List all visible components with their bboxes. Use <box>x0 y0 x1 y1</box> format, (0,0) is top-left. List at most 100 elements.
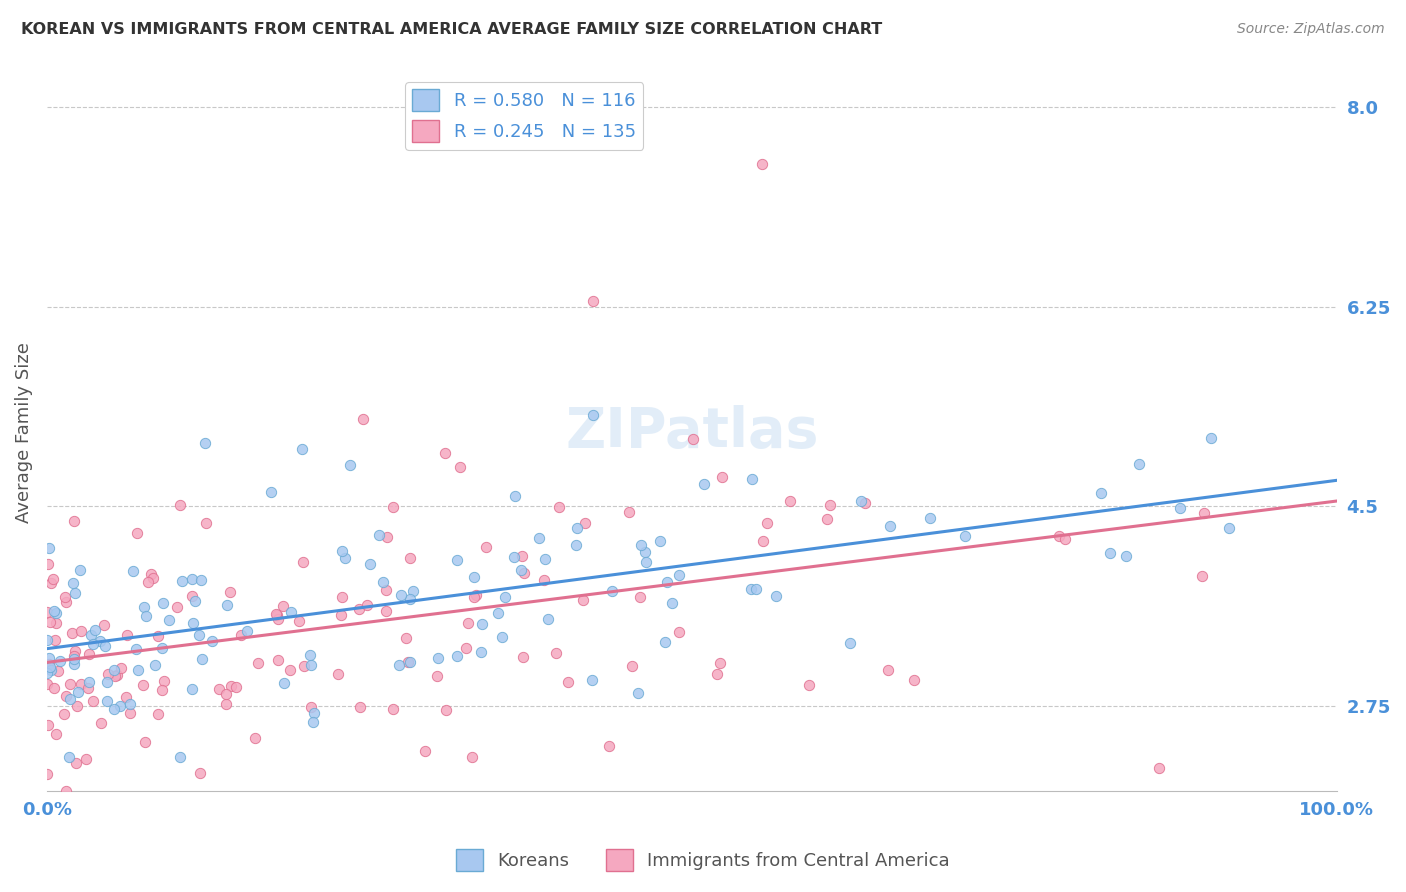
Point <box>146 706 169 721</box>
Point <box>326 667 349 681</box>
Point <box>180 589 202 603</box>
Point <box>245 731 267 746</box>
Point <box>229 628 252 642</box>
Point <box>37 633 59 648</box>
Point <box>290 442 312 457</box>
Point <box>402 584 425 599</box>
Point <box>225 680 247 694</box>
Point <box>94 639 117 653</box>
Point <box>143 657 166 672</box>
Point <box>63 585 86 599</box>
Point <box>367 528 389 542</box>
Text: KOREAN VS IMMIGRANTS FROM CENTRAL AMERICA AVERAGE FAMILY SIZE CORRELATION CHART: KOREAN VS IMMIGRANTS FROM CENTRAL AMERIC… <box>21 22 883 37</box>
Point <box>537 611 560 625</box>
Point <box>139 566 162 581</box>
Point <box>567 521 589 535</box>
Point <box>38 615 60 629</box>
Point <box>45 615 67 630</box>
Point <box>80 628 103 642</box>
Point <box>215 598 238 612</box>
Point <box>471 617 494 632</box>
Point <box>1194 506 1216 520</box>
Point <box>465 588 488 602</box>
Point <box>194 435 217 450</box>
Point <box>1218 521 1240 535</box>
Point <box>180 681 202 696</box>
Point <box>752 533 775 548</box>
Point <box>150 683 173 698</box>
Point <box>395 632 418 646</box>
Point <box>125 526 148 541</box>
Point <box>184 594 207 608</box>
Point <box>1054 532 1077 546</box>
Point <box>533 573 555 587</box>
Point <box>330 591 353 605</box>
Point <box>236 624 259 639</box>
Point <box>349 699 371 714</box>
Point <box>115 690 138 705</box>
Point <box>513 566 536 580</box>
Point <box>302 706 325 721</box>
Point <box>399 655 422 669</box>
Point <box>83 624 105 638</box>
Point <box>75 752 97 766</box>
Point <box>38 657 60 672</box>
Point <box>59 677 82 691</box>
Point <box>375 582 398 597</box>
Point <box>169 750 191 764</box>
Point <box>510 549 533 564</box>
Point <box>581 673 603 687</box>
Point <box>38 541 60 555</box>
Point <box>381 702 404 716</box>
Point <box>682 433 704 447</box>
Point <box>630 538 652 552</box>
Point <box>134 735 156 749</box>
Point <box>39 660 62 674</box>
Point <box>271 599 294 614</box>
Point <box>44 632 66 647</box>
Point <box>352 411 374 425</box>
Point <box>121 564 143 578</box>
Point <box>655 575 678 590</box>
Point <box>426 650 449 665</box>
Point <box>470 645 492 659</box>
Point <box>503 489 526 503</box>
Point <box>190 573 212 587</box>
Point <box>117 628 139 642</box>
Point <box>502 550 524 565</box>
Point <box>62 652 84 666</box>
Point <box>108 699 131 714</box>
Point <box>53 590 76 604</box>
Point <box>582 408 605 422</box>
Point <box>132 600 155 615</box>
Point <box>45 607 67 621</box>
Point <box>187 628 209 642</box>
Point <box>291 555 314 569</box>
Point <box>267 652 290 666</box>
Point <box>288 614 311 628</box>
Point <box>602 584 624 599</box>
Point <box>463 570 485 584</box>
Point <box>849 493 872 508</box>
Point <box>35 767 58 781</box>
Point <box>104 669 127 683</box>
Point <box>527 531 550 545</box>
Point <box>582 293 605 308</box>
Point <box>200 633 222 648</box>
Point <box>1191 569 1213 583</box>
Text: Source: ZipAtlas.com: Source: ZipAtlas.com <box>1237 22 1385 37</box>
Point <box>267 612 290 626</box>
Point <box>751 157 773 171</box>
Point <box>150 641 173 656</box>
Point <box>710 469 733 483</box>
Point <box>399 551 422 566</box>
Point <box>454 640 477 655</box>
Point <box>37 606 59 620</box>
Point <box>52 707 75 722</box>
Point <box>510 563 533 577</box>
Point <box>548 500 571 514</box>
Point <box>135 608 157 623</box>
Point <box>125 641 148 656</box>
Point <box>797 678 820 692</box>
Point <box>1170 501 1192 516</box>
